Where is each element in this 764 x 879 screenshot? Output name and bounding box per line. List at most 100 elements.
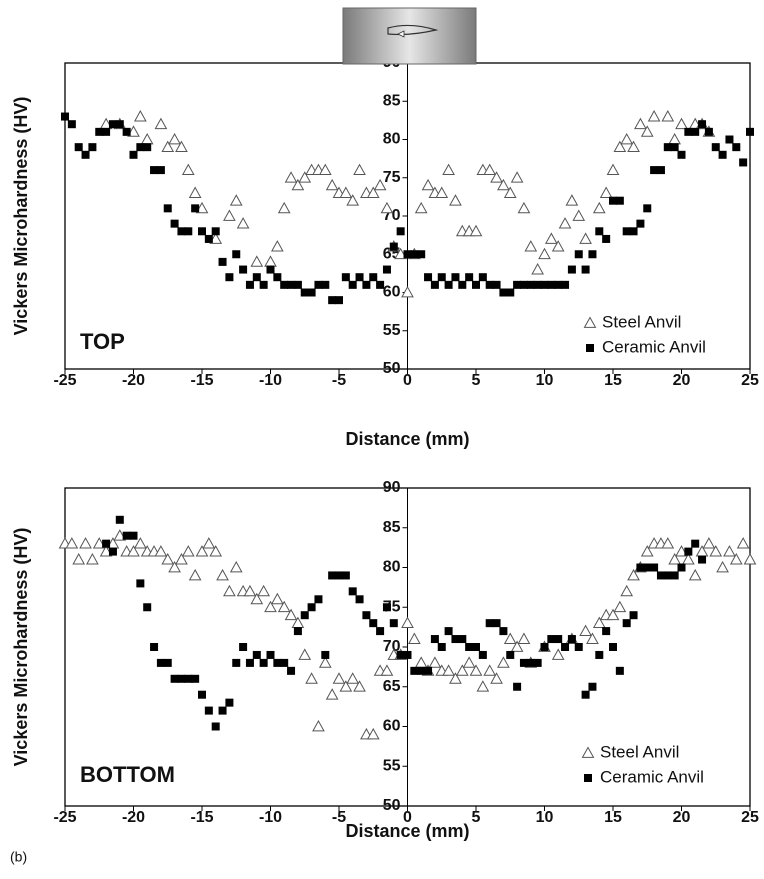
marker-square	[602, 627, 611, 636]
marker-triangle	[318, 656, 332, 668]
x-tick-label: -10	[259, 372, 282, 389]
marker-square	[150, 166, 159, 175]
marker-square	[81, 150, 90, 159]
marker-triangle	[325, 178, 339, 191]
x-tick-label: -5	[332, 372, 346, 389]
marker-square	[540, 280, 549, 289]
y-tick-label: 85	[383, 519, 401, 536]
marker-triangle	[558, 217, 572, 229]
marker-square	[698, 120, 707, 129]
marker-square	[458, 635, 467, 644]
marker-triangle	[661, 537, 675, 549]
marker-triangle	[284, 608, 298, 621]
marker-square	[122, 127, 131, 136]
marker-square	[328, 296, 337, 305]
marker-square	[670, 143, 679, 152]
marker-square	[239, 265, 248, 274]
marker-triangle	[229, 194, 243, 206]
marker-square	[211, 722, 220, 731]
legend-label: Steel Anvil	[602, 312, 681, 331]
marker-triangle	[394, 247, 407, 260]
marker-triangle	[216, 568, 229, 581]
marker-square	[129, 531, 138, 540]
marker-triangle	[620, 132, 634, 145]
marker-triangle	[257, 584, 270, 597]
marker-square	[629, 227, 638, 236]
x-tick-label: -15	[190, 372, 213, 389]
marker-triangle	[517, 201, 531, 214]
marker-triangle	[510, 640, 524, 652]
annotation: TOP	[80, 329, 125, 354]
marker-triangle	[154, 545, 168, 557]
marker-square	[335, 571, 343, 580]
marker-square	[204, 706, 213, 715]
marker-square	[191, 674, 200, 683]
marker-square	[615, 666, 624, 675]
marker-triangle	[209, 232, 223, 244]
marker-square	[704, 127, 713, 136]
marker-square	[424, 273, 433, 282]
marker-triangle	[592, 616, 606, 629]
marker-triangle	[531, 263, 544, 275]
marker-square	[293, 627, 302, 636]
marker-square	[369, 273, 378, 282]
marker-triangle	[72, 553, 86, 565]
marker-triangle	[346, 672, 360, 684]
marker-square	[444, 627, 453, 636]
marker-square	[513, 280, 522, 289]
marker-square	[389, 619, 398, 628]
marker-triangle	[298, 648, 312, 660]
marker-triangle	[709, 545, 723, 557]
marker-square	[430, 635, 439, 644]
marker-square	[417, 666, 426, 675]
marker-triangle	[586, 632, 599, 644]
marker-triangle	[271, 240, 284, 252]
marker-square	[136, 143, 145, 152]
marker-square	[581, 265, 590, 274]
marker-square	[670, 571, 679, 580]
marker-square	[513, 682, 522, 691]
marker-triangle	[195, 545, 209, 557]
marker-square	[684, 547, 693, 556]
marker-square	[492, 619, 501, 628]
marker-triangle	[462, 656, 476, 668]
x-tick-label: 25	[741, 809, 759, 826]
marker-square	[211, 227, 220, 236]
marker-triangle	[250, 592, 264, 605]
marker-square	[307, 603, 316, 612]
marker-square	[341, 571, 350, 580]
marker-square	[280, 280, 289, 289]
marker-triangle	[161, 553, 175, 565]
marker-triangle	[524, 240, 538, 252]
marker-square	[348, 587, 357, 596]
marker-square	[437, 273, 446, 282]
marker-square	[540, 643, 549, 651]
x-tick-label: -25	[53, 809, 76, 826]
marker-square	[499, 288, 508, 297]
marker-triangle	[668, 132, 681, 145]
y-tick-label: 80	[383, 131, 401, 148]
marker-square	[588, 682, 597, 691]
marker-square	[252, 650, 261, 659]
marker-triangle	[229, 560, 243, 573]
marker-square	[643, 563, 652, 572]
x-tick-label: -20	[122, 809, 145, 826]
x-tick-label: -25	[53, 372, 76, 389]
marker-square	[259, 280, 268, 289]
marker-square	[108, 120, 117, 129]
marker-triangle	[298, 171, 312, 183]
marker-square	[526, 280, 535, 289]
marker-square	[266, 265, 275, 274]
marker-triangle	[366, 186, 380, 198]
x-tick-label: -5	[332, 809, 346, 826]
marker-square	[519, 658, 528, 667]
marker-triangle	[305, 672, 318, 684]
marker-triangle	[175, 553, 188, 565]
marker-square	[547, 280, 556, 289]
marker-square	[485, 619, 494, 628]
marker-triangle	[277, 600, 291, 613]
marker-square	[465, 643, 474, 651]
marker-triangle	[613, 600, 627, 613]
marker-triangle	[627, 140, 640, 153]
marker-triangle	[346, 194, 360, 206]
